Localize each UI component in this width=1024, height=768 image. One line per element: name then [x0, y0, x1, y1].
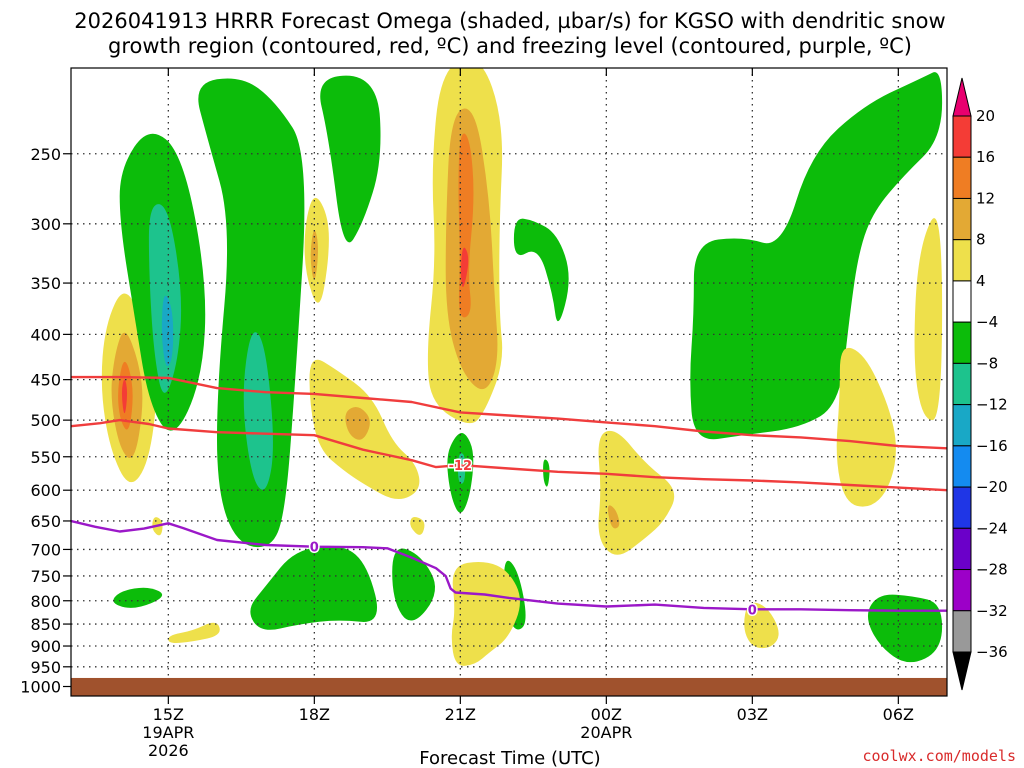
y-tick-label-1000: 1000	[20, 678, 61, 697]
colorbar-label-4: 4	[976, 272, 986, 290]
colorbar-box-11	[952, 569, 972, 612]
y-tick-label-950: 950	[30, 658, 61, 677]
freezing-level-contour-label: 0	[310, 541, 319, 556]
y-tick-label-600: 600	[30, 481, 61, 500]
colorbar-box-2	[952, 197, 972, 241]
omega-region-17	[543, 459, 550, 487]
y-tick-label-850: 850	[30, 615, 61, 634]
omega-region-19	[867, 594, 943, 663]
y-tick-label-350: 350	[30, 274, 61, 293]
omega-region-23	[460, 247, 469, 288]
dgz-upper-isotherm	[71, 375, 947, 450]
y-tick-label-700: 700	[30, 540, 61, 559]
freezing-level-contour-label-2: 0	[748, 603, 757, 618]
x-tick-label-3-0: 00Z	[591, 705, 622, 724]
y-tick-label-500: 500	[30, 411, 61, 430]
x-tick-label-5-0: 06Z	[883, 705, 914, 724]
dgz-lower-isotherm	[71, 418, 947, 492]
pressure-gridlines	[71, 68, 947, 678]
omega-region-31	[607, 505, 620, 529]
x-tick-label-2-0: 21Z	[445, 705, 476, 724]
omega-region-33	[451, 562, 520, 666]
y-tick-label-250: 250	[30, 145, 61, 164]
colorbar-top-arrow	[952, 77, 972, 117]
colorbar-box-10	[952, 527, 972, 571]
colorbar-label-10: −24	[976, 519, 1008, 537]
dgz-lower-isotherm-label: -12	[449, 459, 473, 474]
y-tick-label-750: 750	[30, 567, 61, 586]
colorbar-label-1: 16	[976, 148, 995, 166]
omega-region-36	[914, 218, 943, 421]
x-axis-label: Forecast Time (UTC)	[419, 748, 600, 768]
omega-region-18	[690, 72, 943, 440]
colorbar-label-2: 12	[976, 189, 995, 207]
plot-area: -12 0 0	[70, 67, 948, 697]
colorbar-box-0	[952, 115, 972, 158]
y-tick-label-550: 550	[30, 448, 61, 467]
x-tick-label-0-0: 15Z	[153, 705, 184, 724]
omega-region-10	[243, 332, 273, 490]
chart-title-line1: 2026041913 HRRR Forecast Omega (shaded, …	[74, 9, 945, 33]
omega-region-27	[345, 407, 370, 440]
plot-frame	[70, 67, 948, 697]
colorbar-label-3: 8	[976, 231, 986, 249]
contour-lines: -12 0 0	[71, 375, 947, 620]
colorbar-label-6: −8	[976, 354, 998, 372]
credit-text: coolwx.com/models	[862, 747, 1016, 765]
omega-region-35	[836, 347, 896, 507]
y-tick-label-650: 650	[30, 512, 61, 531]
colorbar-box-5	[952, 321, 972, 364]
colorbar-box-12	[952, 610, 972, 653]
omega-shading	[71, 68, 947, 696]
colorbar-label-11: −28	[976, 561, 1008, 579]
x-tick-label-0-1: 19APR	[142, 723, 194, 742]
surface-band	[71, 677, 947, 696]
colorbar-label-5: −4	[976, 313, 998, 331]
colorbar-box-9	[952, 486, 972, 529]
omega-region-9	[198, 78, 305, 548]
x-tick-label-4-0: 03Z	[737, 705, 768, 724]
colorbar-label-0: 20	[976, 107, 995, 125]
omega-region-16	[513, 218, 569, 322]
colorbar-box-6	[952, 362, 972, 406]
y-tick-label-900: 900	[30, 637, 61, 656]
x-tick-label-1-0: 18Z	[299, 705, 330, 724]
colorbar-bottom-arrow	[952, 651, 972, 691]
colorbar-box-8	[952, 445, 972, 488]
x-tick-label-3-1: 20APR	[580, 723, 632, 742]
colorbar-label-12: −32	[976, 602, 1008, 620]
colorbar-box-7	[952, 404, 972, 447]
omega-region-15	[113, 587, 163, 608]
colorbar-label-13: −36	[976, 643, 1008, 661]
y-tick-label-800: 800	[30, 592, 61, 611]
omega-region-12	[250, 546, 378, 630]
x-tick-label-0-2: 2026	[148, 741, 189, 760]
colorbar-box-1	[952, 156, 972, 199]
colorbar-label-8: −16	[976, 437, 1008, 455]
pressure-axis: 250 300 350 400 450 500 550 600 650 700 750 800 850 9…	[20, 145, 71, 697]
y-tick-label-400: 400	[30, 325, 61, 344]
omega-region-8	[161, 295, 174, 367]
colorbar-label-9: −20	[976, 478, 1008, 496]
y-tick-label-450: 450	[30, 371, 61, 390]
omega-region-32	[410, 516, 425, 535]
omega-colorbar: 20 16 12 8 4 −4 −8 −12 −16 −20 −24 −28 −32 −36	[952, 77, 1008, 691]
y-tick-label-300: 300	[30, 215, 61, 234]
chart-title-line2: growth region (contoured, red, ºC) and f…	[108, 34, 912, 58]
freezing-level-contour	[71, 519, 947, 612]
omega-region-11	[320, 75, 381, 243]
omega-region-3	[121, 379, 128, 414]
omega-region-13	[392, 548, 436, 621]
omega-region-5	[168, 622, 220, 644]
colorbar-label-7: −12	[976, 396, 1008, 414]
colorbar-box-3	[952, 239, 972, 282]
colorbar-box-4	[952, 280, 972, 323]
omega-region-30	[598, 430, 675, 555]
